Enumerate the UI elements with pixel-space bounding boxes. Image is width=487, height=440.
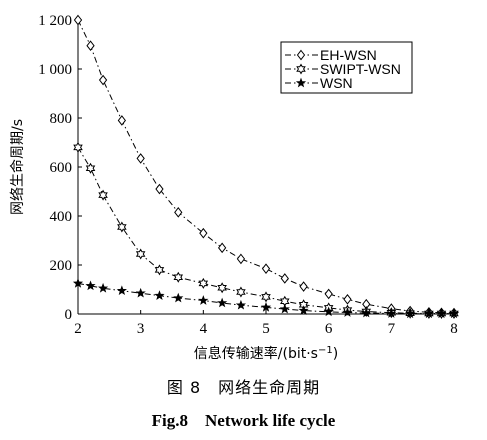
- data-point: [135, 248, 146, 260]
- y-tick-label: 1 000: [38, 62, 72, 78]
- y-tick-label: 1 200: [38, 13, 72, 29]
- legend-marker: [296, 63, 306, 75]
- data-point: [73, 14, 83, 26]
- legend-label: EH-WSN: [320, 47, 377, 63]
- y-tick-label: 400: [50, 209, 73, 225]
- data-point: [217, 297, 228, 308]
- data-point: [174, 207, 183, 218]
- data-point: [154, 290, 165, 300]
- data-point: [117, 221, 127, 233]
- x-tick-label: 2: [74, 321, 82, 337]
- data-point: [85, 280, 96, 291]
- network-life-chart: 2 3 4 5 6 7 8 0 200 400 600 800 1 000 1 200 EH-WSNSW…: [9, 13, 460, 363]
- x-tick-label: 3: [137, 321, 145, 337]
- data-point: [198, 277, 209, 289]
- data-point: [135, 287, 146, 298]
- data-point: [236, 286, 246, 298]
- data-point: [261, 263, 271, 274]
- data-point: [72, 278, 84, 288]
- data-point: [117, 115, 127, 126]
- y-tick-label: 600: [50, 160, 73, 176]
- data-point: [155, 183, 164, 195]
- figure-caption-chinese: 图 8 网络生命周期: [166, 378, 321, 397]
- data-point: [154, 264, 165, 276]
- data-point: [173, 271, 184, 283]
- data-point: [217, 282, 227, 294]
- legend-marker: [296, 49, 306, 61]
- series-layer: [72, 14, 460, 320]
- series-line-swipt-wsn: [77, 147, 454, 315]
- series-wsn: [72, 278, 460, 319]
- data-point: [86, 40, 95, 52]
- data-point: [73, 141, 83, 153]
- data-point: [236, 253, 246, 265]
- data-point: [298, 305, 309, 315]
- y-tick-label: 800: [50, 111, 73, 127]
- data-point: [97, 282, 109, 293]
- x-tick-label: 5: [262, 321, 270, 337]
- series-line-eh-wsn: [77, 19, 455, 314]
- data-point: [116, 285, 127, 296]
- data-point: [98, 74, 108, 86]
- data-point: [342, 307, 353, 317]
- data-point: [217, 242, 227, 254]
- legend-marker: [295, 77, 307, 88]
- data-point: [199, 227, 208, 239]
- data-point: [361, 307, 372, 318]
- y-tick-label: 0: [65, 307, 73, 323]
- x-tick-label: 8: [450, 321, 458, 337]
- data-point: [423, 308, 435, 319]
- data-point: [261, 291, 271, 303]
- legend-label: SWIPT-WSN: [320, 61, 401, 77]
- legend-label: WSN: [320, 75, 353, 91]
- data-point: [448, 308, 460, 319]
- data-point: [323, 306, 334, 317]
- data-point: [235, 299, 247, 310]
- y-axis-label: 网络生命周期/s: [9, 119, 26, 215]
- data-point: [324, 288, 333, 300]
- data-point: [136, 153, 145, 164]
- figure-caption-english: Fig.8 Network life cycle: [151, 411, 336, 430]
- data-point: [173, 292, 184, 303]
- x-axis-label-tail: ): [333, 346, 338, 362]
- y-ticks: 0 200 400 600 800 1 000 1 200: [38, 13, 82, 323]
- x-tick-label: 7: [388, 321, 396, 337]
- data-point: [280, 273, 289, 284]
- data-point: [386, 308, 397, 318]
- data-point: [405, 308, 416, 319]
- data-point: [85, 162, 96, 174]
- data-point: [198, 295, 209, 305]
- x-axis-label-sup: −1: [318, 345, 333, 356]
- data-point: [299, 281, 308, 292]
- data-point: [260, 302, 272, 312]
- x-axis-label-main: 信息传输速率/(bit·s: [194, 345, 318, 362]
- x-tick-label: 4: [200, 321, 208, 337]
- data-point: [343, 293, 352, 305]
- y-tick-label: 200: [50, 258, 73, 274]
- data-point: [98, 189, 108, 201]
- x-axis-label: 信息传输速率/(bit·s−1): [194, 345, 338, 363]
- data-point: [436, 308, 447, 319]
- data-point: [279, 303, 290, 314]
- x-tick-label: 6: [325, 321, 333, 337]
